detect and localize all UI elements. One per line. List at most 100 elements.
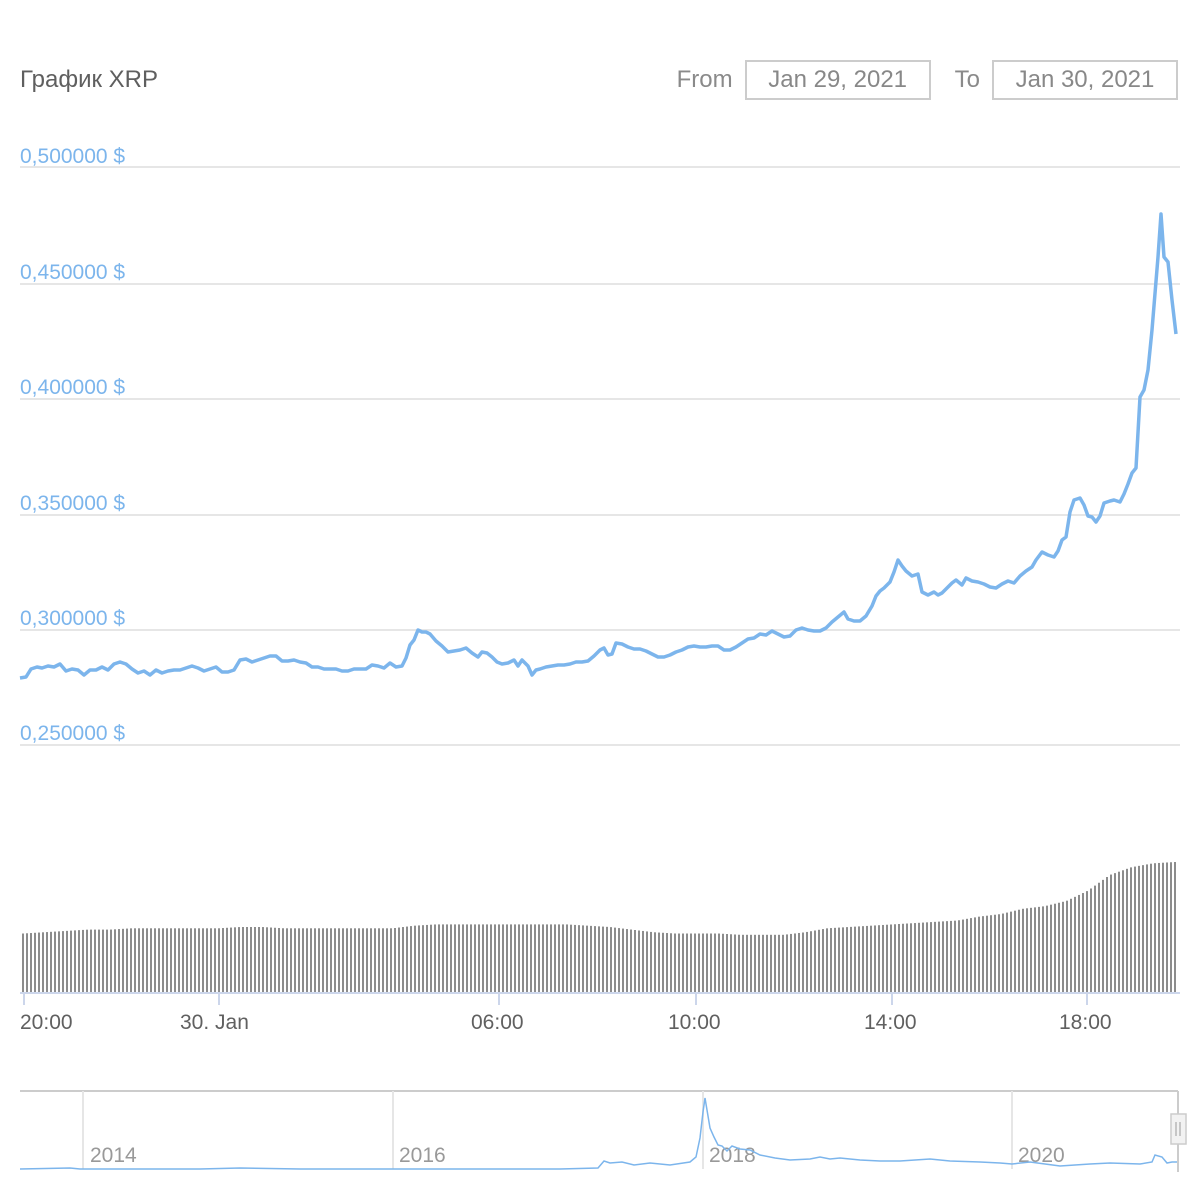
volume-bar <box>134 928 136 992</box>
volume-bar <box>598 926 600 992</box>
volume-bar <box>150 928 152 992</box>
volume-bar <box>30 933 32 992</box>
volume-bar <box>102 929 104 992</box>
volume-bar <box>550 924 552 992</box>
volume-bar <box>226 927 228 992</box>
volume-bar <box>1122 870 1124 992</box>
volume-bar <box>566 924 568 992</box>
volume-bar <box>1034 907 1036 992</box>
volume-bar <box>958 920 960 992</box>
grid-lines <box>20 166 1180 746</box>
volume-bar <box>810 931 812 992</box>
volume-bar <box>906 923 908 992</box>
volume-bar <box>614 927 616 992</box>
volume-bar <box>986 915 988 992</box>
navigator[interactable]: 2014 2016 2018 2020 <box>19 1090 1187 1172</box>
volume-bar <box>418 925 420 992</box>
x-label: 14:00 <box>864 1011 917 1034</box>
navigator-label: 2014 <box>90 1144 137 1167</box>
volume-bar <box>650 931 652 992</box>
volume-bar <box>882 924 884 992</box>
volume-bar <box>190 928 192 992</box>
volume-bar <box>270 927 272 992</box>
volume-bar <box>222 928 224 992</box>
navigator-label: 2018 <box>709 1144 756 1167</box>
x-label: 18:00 <box>1059 1011 1112 1034</box>
volume-bar <box>1054 903 1056 992</box>
volume-bar <box>998 914 1000 992</box>
volume-bar <box>82 929 84 992</box>
volume-bar <box>586 925 588 992</box>
volume-bar <box>506 924 508 992</box>
volume-bar <box>694 933 696 992</box>
volume-bar <box>434 924 436 992</box>
navigator-handle[interactable] <box>1170 1113 1187 1145</box>
volume-bar <box>302 928 304 992</box>
volume-bar <box>318 928 320 992</box>
volume-bar <box>246 927 248 992</box>
volume-bar <box>866 925 868 992</box>
volume-bar <box>50 931 52 992</box>
volume-bar <box>78 930 80 992</box>
volume-bar <box>146 928 148 992</box>
volume-bar <box>830 928 832 992</box>
volume-bar <box>530 924 532 992</box>
volume-bar <box>546 924 548 992</box>
volume-bar <box>198 928 200 992</box>
x-label: 30. Jan <box>180 1011 249 1034</box>
volume-bar <box>1162 862 1164 992</box>
volume-bar <box>522 924 524 992</box>
volume-bar <box>122 928 124 992</box>
volume-bar <box>354 928 356 992</box>
volume-bar <box>922 922 924 992</box>
price-line[interactable] <box>19 212 1178 680</box>
volume-bar <box>926 922 928 992</box>
volume-bar <box>994 914 996 992</box>
volume-bar <box>950 920 952 992</box>
volume-bar <box>682 933 684 992</box>
volume-bar <box>954 920 956 992</box>
volume-bar <box>1158 862 1160 992</box>
volume-bar <box>42 932 44 992</box>
volume-bar <box>374 928 376 992</box>
volume-bar <box>618 928 620 992</box>
to-date-input[interactable]: Jan 30, 2021 <box>992 60 1178 100</box>
volume-bar <box>570 924 572 992</box>
volume-bar <box>1098 882 1100 992</box>
volume-bar <box>370 928 372 992</box>
volume-bar <box>1138 865 1140 992</box>
volume-bar <box>54 931 56 992</box>
volume-bar <box>362 928 364 992</box>
volume-bar <box>118 929 120 992</box>
volume-bar <box>542 924 544 992</box>
volume-bar <box>378 928 380 992</box>
from-date-input[interactable]: Jan 29, 2021 <box>744 60 931 100</box>
volume-bar <box>86 929 88 992</box>
volume-bar <box>1114 873 1116 992</box>
volume-bar <box>1150 863 1152 992</box>
volume-bar <box>554 924 556 992</box>
volume-bar <box>334 928 336 992</box>
volume-bar <box>774 934 776 992</box>
volume-bar <box>262 927 264 992</box>
volume-bar <box>38 932 40 992</box>
volume-bar <box>1174 862 1176 992</box>
volume-bar <box>770 934 772 992</box>
volume-bar <box>1170 862 1172 992</box>
volume-bar <box>646 931 648 992</box>
volume-bar <box>886 924 888 992</box>
volume-bar <box>314 928 316 992</box>
volume-bar <box>626 929 628 992</box>
volume-bar <box>474 924 476 992</box>
volume-bar <box>714 933 716 992</box>
volume-bar <box>1154 863 1156 992</box>
volume-bar <box>234 927 236 992</box>
volume-bar <box>974 917 976 992</box>
volume-bar <box>174 928 176 992</box>
volume-bar <box>822 929 824 992</box>
volume-bar <box>990 915 992 992</box>
volume-bar <box>1106 877 1108 992</box>
volume-bar <box>154 928 156 992</box>
volume-bar <box>710 933 712 992</box>
